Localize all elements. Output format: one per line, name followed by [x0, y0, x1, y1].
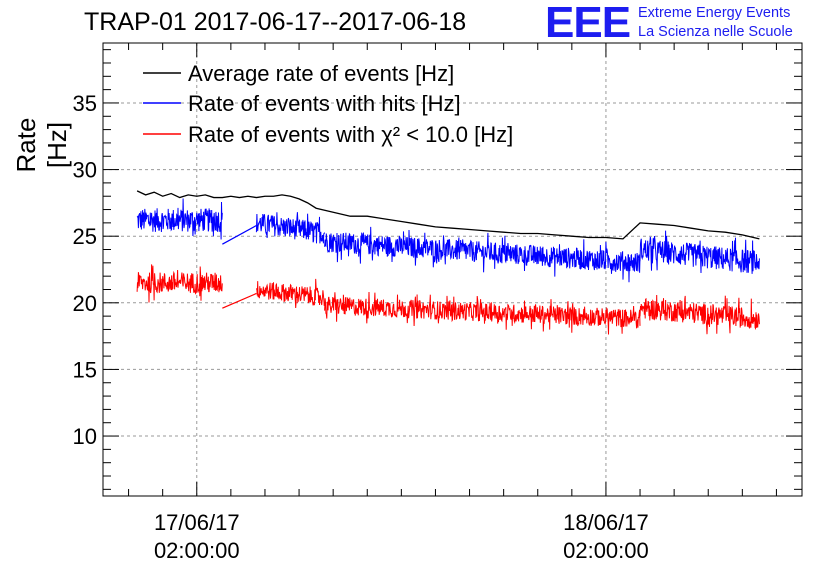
logo-line-2: La Scienza nelle Scuole — [638, 24, 793, 40]
series-chi2-rate — [255, 278, 326, 309]
series-chi2-rate — [136, 264, 223, 303]
y-tick-label: 35 — [73, 91, 97, 116]
plot-frame — [102, 42, 803, 497]
series-hits-rate — [639, 230, 760, 274]
x-tick-label-time: 02:00:00 — [154, 538, 240, 563]
series-hits-rate — [324, 226, 641, 283]
legend-hits-label: Rate of events with hits [Hz] — [188, 91, 461, 116]
y-tick-label: 15 — [73, 357, 97, 382]
chart-title: TRAP-01 2017-06-17--2017-06-18 — [84, 8, 467, 36]
x-tick-label-date: 18/06/17 — [563, 510, 649, 535]
series-hits-rate — [255, 212, 326, 244]
series-hits-rate — [136, 198, 223, 240]
x-tick-label-time: 02:00:00 — [563, 538, 649, 563]
y-tick-label: 25 — [73, 224, 97, 249]
x-tick-label-date: 17/06/17 — [154, 510, 240, 535]
series-chi2-rate — [324, 291, 641, 335]
series-chi2-rate — [639, 294, 760, 335]
series-hits-rate-gap — [222, 225, 257, 245]
legend-average-label: Average rate of events [Hz] — [188, 61, 454, 86]
series-chi2-rate-gap — [222, 292, 257, 309]
logo-mark: EEE — [545, 0, 631, 47]
series-average-rate — [136, 190, 760, 240]
y-tick-label: 30 — [73, 158, 97, 183]
y-tick-label: 10 — [73, 424, 97, 449]
eee-logo: EEE Extreme Energy Events La Scienza nel… — [545, 0, 830, 47]
y-tick-label: 20 — [73, 291, 97, 316]
y-axis-label: Rate [Hz] — [11, 117, 72, 173]
logo-line-1: Extreme Energy Events — [638, 5, 791, 21]
legend-chi2-label: Rate of events with χ² < 10.0 [Hz] — [188, 122, 513, 147]
